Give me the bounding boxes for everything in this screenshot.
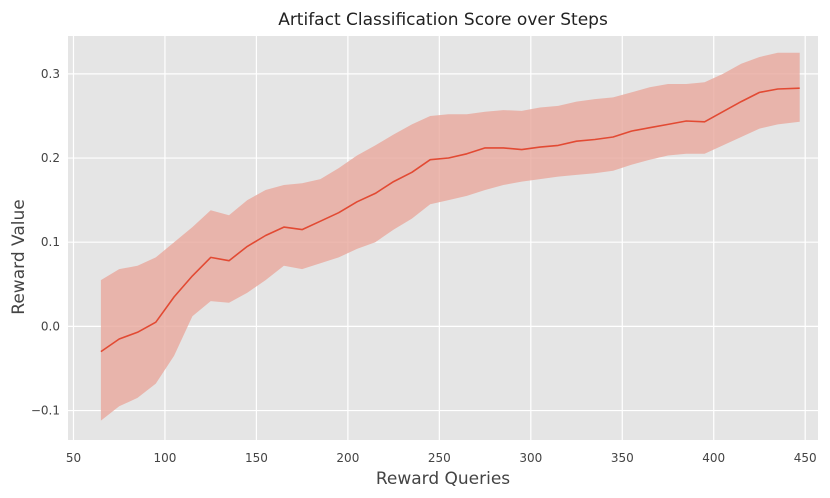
confidence-band	[100, 52, 800, 421]
y-tick-label: 0.3	[41, 67, 60, 81]
x-tick-label: 400	[702, 451, 725, 465]
x-tick-label: 200	[336, 451, 359, 465]
x-tick-label: 150	[245, 451, 268, 465]
y-tick-label: −0.1	[31, 404, 60, 418]
y-axis-ticks: −0.1 0.0 0.1 0.2 0.3	[31, 67, 60, 418]
x-tick-label: 300	[519, 451, 542, 465]
x-tick-label: 250	[428, 451, 451, 465]
confidence-band-layer	[100, 52, 800, 421]
x-axis-ticks: 50 100 150 200 250 300 350 400 450	[66, 451, 817, 465]
x-axis-label: Reward Queries	[376, 469, 510, 489]
series-line	[100, 87, 800, 353]
chart-title: Artifact Classification Score over Steps	[278, 10, 608, 30]
y-axis-label: Reward Value	[9, 199, 29, 314]
x-tick-label: 350	[611, 451, 634, 465]
x-tick-label: 100	[153, 451, 176, 465]
y-tick-label: 0.1	[41, 235, 60, 249]
x-tick-label: 50	[66, 451, 81, 465]
series-line-layer	[100, 87, 800, 353]
x-tick-label: 450	[794, 451, 817, 465]
y-tick-label: 0.2	[41, 151, 60, 165]
y-tick-label: 0.0	[41, 319, 60, 333]
